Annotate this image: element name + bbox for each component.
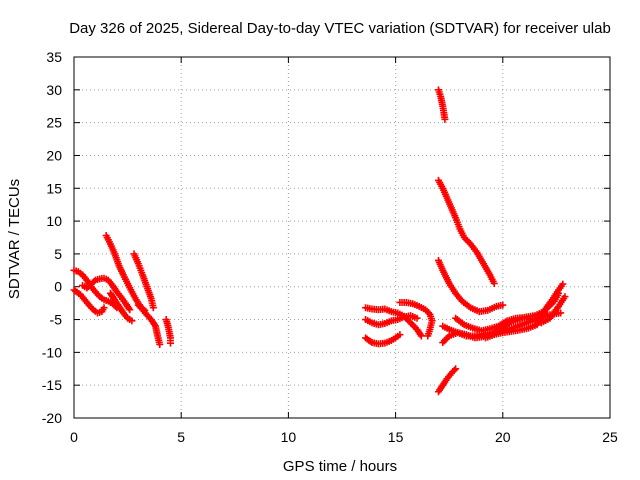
x-tick-label: 25 [602, 429, 618, 445]
x-tick-label: 5 [177, 429, 185, 445]
y-tick-label: -20 [42, 410, 62, 426]
y-tick-label: 15 [46, 180, 62, 196]
y-tick-label: 30 [46, 82, 62, 98]
x-tick-label: 10 [281, 429, 297, 445]
y-tick-label: 20 [46, 147, 62, 163]
chart-background [0, 0, 640, 480]
chart-title: Day 326 of 2025, Sidereal Day-to-day VTE… [69, 20, 611, 37]
x-axis-label: GPS time / hours [283, 458, 397, 475]
chart: Day 326 of 2025, Sidereal Day-to-day VTE… [0, 0, 640, 480]
x-tick-label: 15 [388, 429, 404, 445]
y-tick-label: -10 [42, 344, 62, 360]
y-tick-label: 5 [54, 246, 62, 262]
y-tick-label: 0 [54, 279, 62, 295]
y-tick-label: 35 [46, 49, 62, 65]
y-tick-label: 10 [46, 213, 62, 229]
y-tick-label: 25 [46, 115, 62, 131]
x-tick-label: 0 [70, 429, 78, 445]
y-tick-label: -15 [42, 377, 62, 393]
x-tick-label: 20 [495, 429, 511, 445]
y-tick-label: -5 [50, 312, 63, 328]
y-axis-label: SDTVAR / TECUs [6, 179, 23, 299]
